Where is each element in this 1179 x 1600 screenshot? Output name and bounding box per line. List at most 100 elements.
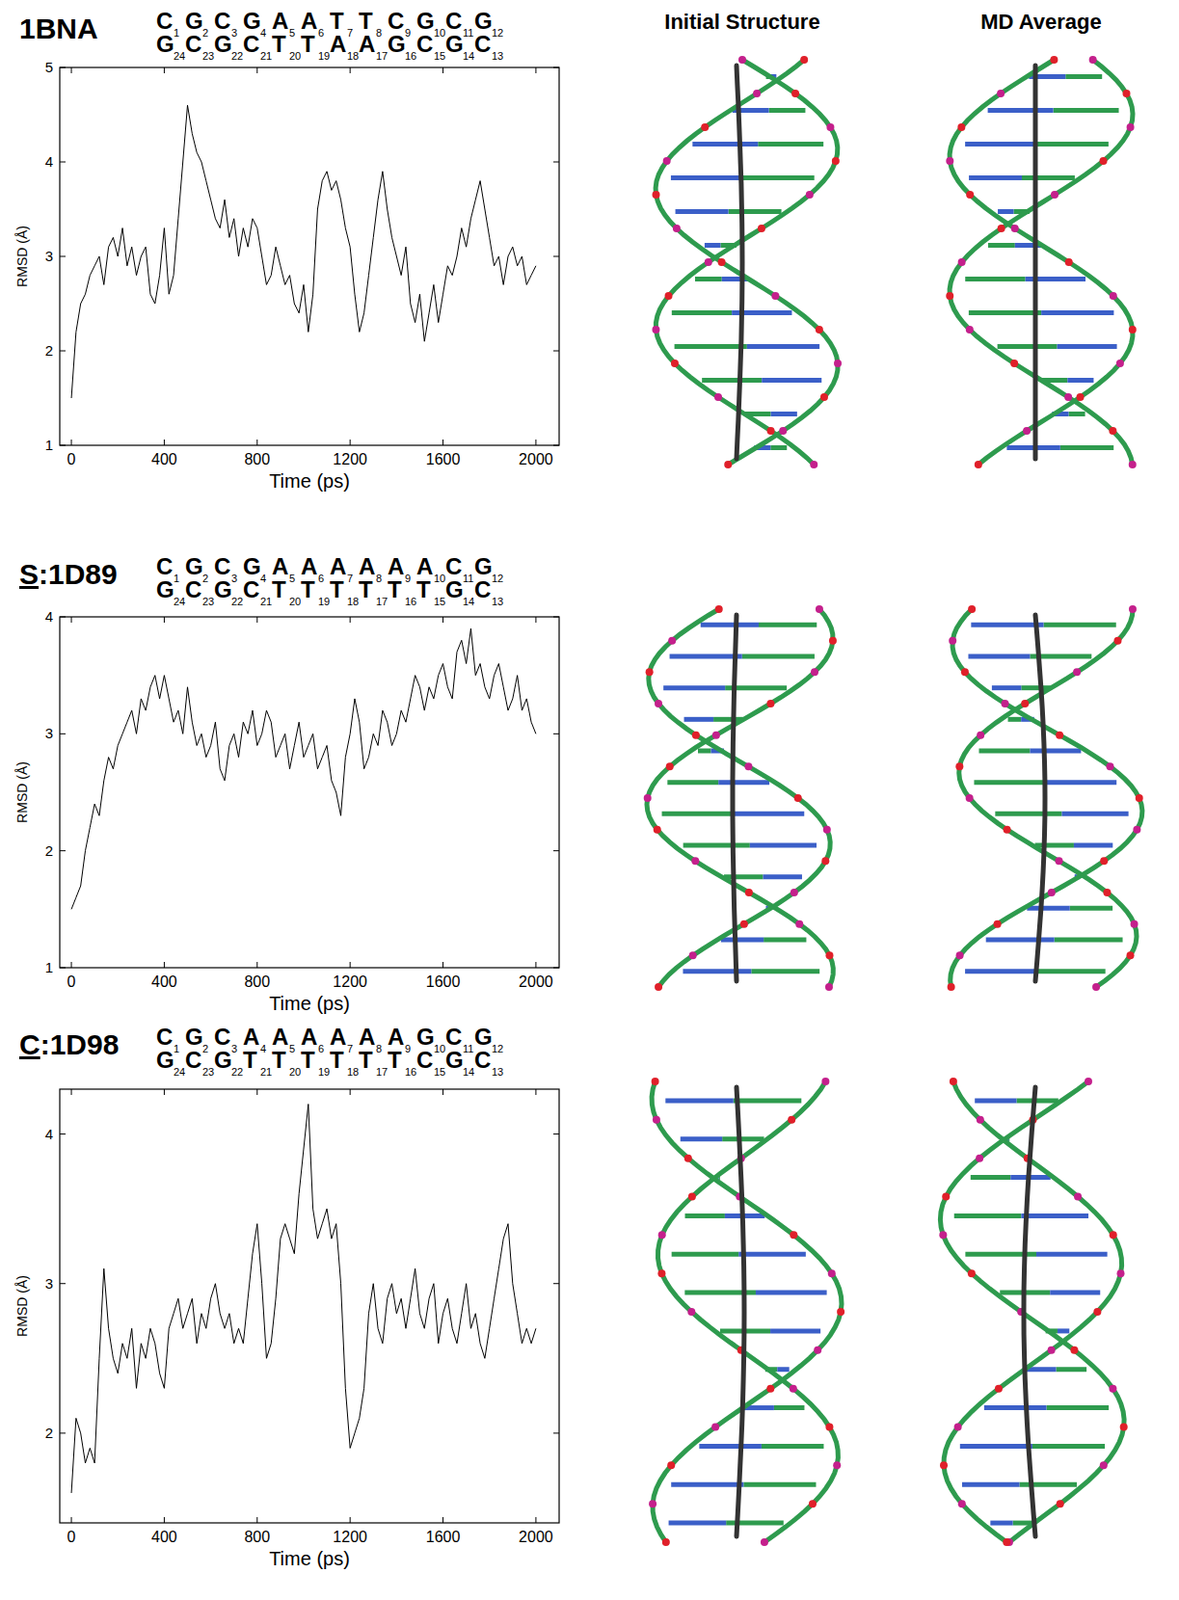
phosphate — [795, 920, 804, 929]
phosphate — [976, 731, 985, 740]
phosphate — [800, 55, 808, 64]
base-letter: C — [156, 7, 173, 34]
x-tick — [442, 962, 444, 968]
base — [1070, 906, 1113, 912]
base-letter: T — [271, 30, 287, 57]
base-number: 2 — [202, 1043, 209, 1055]
phosphate — [967, 1269, 976, 1278]
base-letter: T — [271, 576, 287, 603]
y-tick — [553, 733, 560, 735]
base — [669, 654, 743, 660]
phosphate — [955, 762, 964, 771]
base-number: 4 — [260, 1043, 267, 1055]
y-tick-label: 3 — [45, 1275, 54, 1292]
base-number: 16 — [404, 50, 417, 62]
phosphate — [766, 1385, 775, 1394]
base — [1019, 1482, 1078, 1488]
title-part: :1D89 — [38, 558, 118, 590]
base — [967, 654, 1030, 660]
x-tick — [163, 1517, 165, 1524]
phosphate — [1072, 668, 1081, 676]
phosphate — [975, 1154, 984, 1163]
base-number: 21 — [260, 595, 272, 608]
base — [1036, 1252, 1108, 1258]
x-tick-label: 400 — [151, 451, 178, 468]
x-tick — [349, 439, 351, 446]
phosphate — [1122, 89, 1130, 98]
y-tick-label: 2 — [45, 842, 54, 859]
base-number: 18 — [347, 1066, 359, 1078]
plot-frame — [59, 1089, 560, 1524]
base-number: 3 — [231, 26, 238, 39]
base-letter: G — [416, 7, 435, 34]
x-tick-label: 0 — [67, 973, 77, 991]
base-letter: T — [387, 1046, 402, 1073]
base — [1065, 74, 1102, 80]
base — [1045, 1405, 1109, 1411]
base-letter: T — [329, 7, 345, 34]
base — [665, 1098, 734, 1103]
base — [769, 107, 806, 113]
y-tick — [59, 256, 66, 258]
phosphate — [958, 258, 966, 267]
x-tick-label: 800 — [243, 1528, 270, 1546]
x-tick — [256, 439, 258, 446]
phosphate — [956, 951, 965, 960]
base — [732, 811, 804, 817]
x-tick-label: 2000 — [518, 973, 554, 991]
base-letter: C — [416, 1046, 433, 1073]
x-tick — [442, 616, 444, 623]
x-tick — [163, 439, 165, 446]
base-letter: G — [214, 576, 233, 603]
base — [970, 1175, 1011, 1180]
backbone — [658, 1081, 839, 1543]
base-letter: A — [358, 1023, 376, 1050]
x-tick-label: 400 — [151, 973, 178, 991]
base-letter: G — [445, 576, 464, 603]
base-number: 3 — [231, 1043, 238, 1055]
helix-axis — [732, 615, 737, 982]
base-letter: G — [474, 7, 493, 34]
x-tick — [256, 962, 258, 968]
phosphate — [771, 292, 779, 300]
base-letter: G — [445, 30, 464, 57]
x-tick — [256, 1089, 258, 1096]
base-number: 20 — [289, 1066, 301, 1078]
base — [968, 175, 1022, 181]
phosphate — [810, 668, 819, 676]
phosphate — [820, 393, 829, 402]
backbone — [943, 1081, 1123, 1543]
backbone — [646, 609, 833, 988]
base-number: 3 — [231, 572, 238, 585]
phosphate — [941, 1193, 950, 1202]
phosphate — [948, 637, 957, 645]
x-tick-label: 1600 — [426, 451, 461, 468]
phosphate — [829, 637, 837, 645]
base — [669, 1521, 727, 1527]
y-tick — [553, 1283, 560, 1285]
y-tick-label: 5 — [45, 58, 54, 76]
y-tick — [59, 1283, 66, 1285]
base — [743, 1482, 816, 1488]
phosphate — [715, 605, 724, 614]
phosphate — [831, 157, 840, 165]
title-part: :1D98 — [40, 1028, 120, 1061]
phosphate — [1002, 1538, 1011, 1547]
x-tick — [163, 616, 165, 623]
phosphate — [823, 826, 831, 834]
base-letter: C — [445, 7, 462, 34]
x-tick — [71, 962, 73, 968]
base-number: 11 — [462, 572, 474, 585]
base-number: 13 — [491, 595, 504, 608]
y-axis-title: RMSD (Å) — [14, 1275, 30, 1338]
phosphate — [738, 55, 747, 64]
base-number: 11 — [462, 26, 474, 39]
base-letter: A — [329, 1023, 347, 1050]
base — [1035, 843, 1074, 849]
title-part: C — [19, 1028, 41, 1061]
base-letter: G — [185, 1023, 204, 1050]
phosphate — [645, 668, 654, 676]
phosphate — [711, 1423, 720, 1432]
base-letter: C — [474, 576, 491, 603]
base-letter: G — [445, 1046, 464, 1073]
